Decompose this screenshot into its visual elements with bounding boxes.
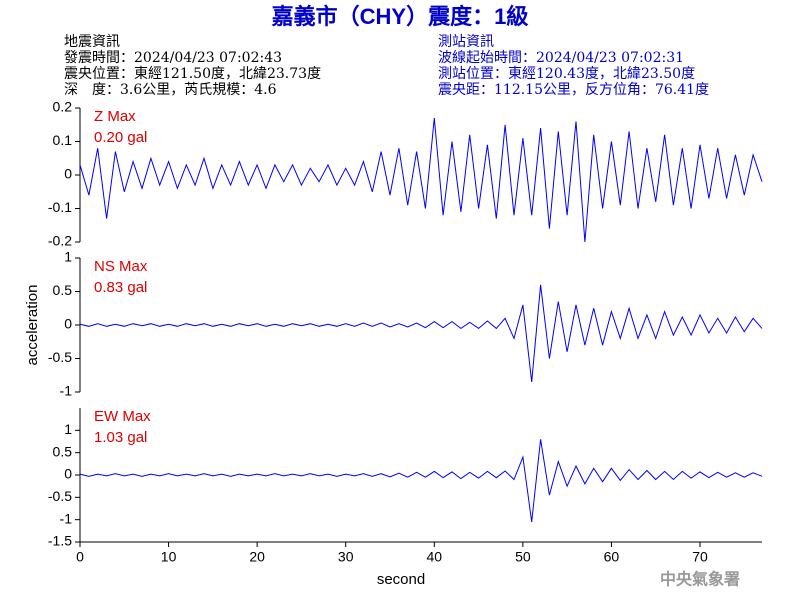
- max-label: EW Max: [94, 408, 151, 425]
- info-left: 發震時間：2024/04/23 07:02:43: [64, 50, 282, 66]
- max-label: 1.03 gal: [94, 429, 147, 446]
- x-tick-label: 20: [249, 549, 265, 565]
- max-label: NS Max: [94, 258, 148, 275]
- x-tick-label: 70: [692, 549, 708, 565]
- y-tick-label: 0.5: [53, 282, 73, 298]
- y-tick-label: -0.1: [48, 199, 72, 215]
- y-tick-label: -0.5: [48, 488, 72, 504]
- x-tick-label: 0: [76, 549, 84, 565]
- max-label: 0.83 gal: [94, 279, 147, 296]
- x-tick-label: 60: [604, 549, 620, 565]
- y-tick-label: 0: [64, 166, 72, 182]
- info-left: 地震資訊: [64, 34, 120, 50]
- x-tick-label: 50: [515, 549, 531, 565]
- y-tick-label: 0: [64, 466, 72, 482]
- page-title: 嘉義市（CHY）震度：1級: [272, 4, 529, 29]
- y-tick-label: 0.1: [53, 132, 73, 148]
- info-right: 測站位置：東經120.43度，北緯23.50度: [438, 66, 695, 82]
- info-left: 深 度：3.6公里，芮氏規模：4.6: [64, 81, 277, 98]
- max-label: Z Max: [94, 108, 136, 125]
- info-right: 震央距：112.15公里，反方位角：76.41度: [438, 82, 709, 98]
- y-tick-label: -1: [60, 510, 73, 526]
- info-left: 震央位置：東經121.50度，北緯23.73度: [64, 66, 321, 82]
- x-axis-label: second: [377, 571, 425, 588]
- info-right: 測站資訊: [438, 34, 494, 50]
- y-tick-label: -0.5: [48, 349, 72, 365]
- y-tick-label: 1: [64, 421, 72, 437]
- y-tick-label: 0.5: [53, 443, 73, 459]
- trace: [79, 118, 763, 243]
- y-tick-label: 0.2: [53, 99, 73, 115]
- y-axis-label: acceleration: [24, 285, 41, 366]
- y-tick-label: -1: [60, 383, 73, 399]
- y-tick-label: 1: [64, 249, 72, 265]
- y-tick-label: -1.5: [48, 533, 72, 549]
- trace: [79, 284, 763, 382]
- trace: [79, 439, 763, 522]
- x-tick-label: 30: [338, 549, 354, 565]
- x-tick-label: 40: [426, 549, 442, 565]
- x-tick-label: 10: [161, 549, 177, 565]
- info-right: 波線起始時間：2024/04/23 07:02:31: [438, 50, 684, 66]
- max-label: 0.20 gal: [94, 129, 147, 146]
- y-tick-label: -0.2: [48, 233, 72, 249]
- y-tick-label: 0: [64, 316, 72, 332]
- watermark: 中央氣象署: [660, 570, 740, 589]
